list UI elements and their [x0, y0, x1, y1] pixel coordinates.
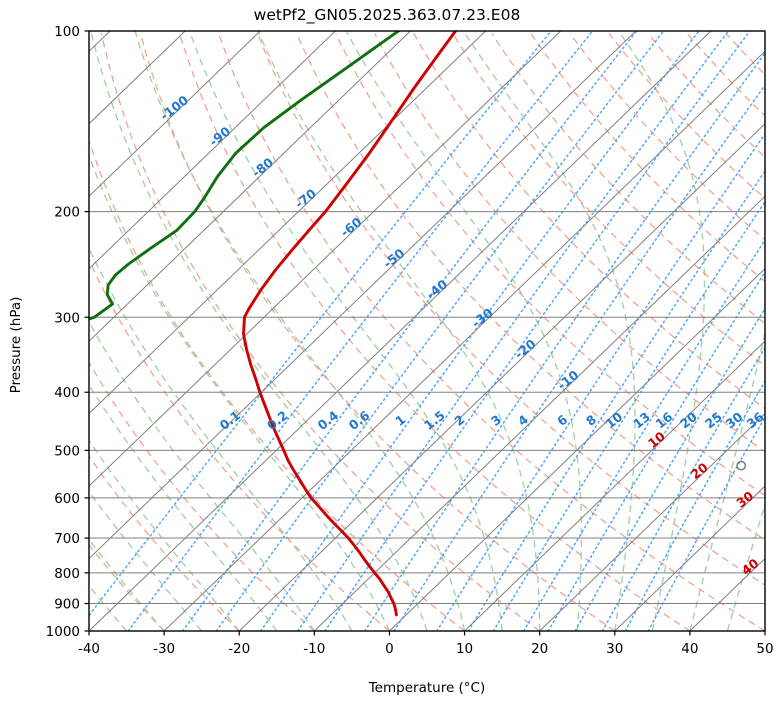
isotherm-line — [313, 195, 765, 631]
mixing-ratio-line — [547, 270, 765, 631]
x-tick-label: 0 — [385, 641, 394, 657]
dry-adiabat-line — [89, 138, 465, 631]
mixing-ratio-line — [492, 200, 765, 631]
x-tick-label: 20 — [531, 641, 548, 657]
dry-adiabat-line — [178, 33, 691, 631]
isotherm-line — [89, 31, 411, 342]
mixing-ratio-line — [364, 51, 765, 631]
moist-adiabat-line — [188, 31, 503, 631]
isotherm-line — [89, 31, 336, 270]
isobar-lines — [89, 31, 765, 631]
moist-adiabat-line — [89, 246, 353, 631]
mixing-ratio-lines — [89, 31, 765, 631]
dry-adiabat-line — [89, 258, 390, 631]
x-tick-label: 40 — [681, 641, 698, 657]
x-axis-ticks: -40 -30 -20 -10 0 10 20 30 40 50 — [78, 631, 774, 657]
y-tick-label: 1000 — [46, 624, 80, 640]
mixing-ratio-line — [647, 415, 765, 631]
mixing-ratio-line — [127, 31, 594, 631]
mixing-ratio-line — [393, 83, 765, 631]
y-tick-label: 200 — [54, 205, 80, 221]
y-tick-label: 400 — [54, 385, 80, 401]
dry-adiabat-line — [452, 33, 765, 367]
mixing-ratio-line — [215, 31, 665, 631]
moist-adiabat-line — [462, 31, 636, 631]
dry-adiabat-line — [530, 33, 765, 283]
isotherm-lines — [89, 31, 765, 631]
y-tick-label: 300 — [54, 310, 80, 326]
isotherm-line — [163, 50, 765, 631]
mixing-ratio-line — [324, 31, 751, 631]
isotherm-line — [464, 340, 765, 631]
profile-line-temperature — [242, 31, 457, 617]
isotherm-line — [89, 31, 261, 197]
x-tick-label: -10 — [303, 641, 325, 657]
x-tick-label: 50 — [756, 641, 773, 657]
x-tick-label: 10 — [456, 641, 473, 657]
isotherm-line — [89, 31, 637, 560]
parcel-marker-group — [736, 460, 747, 471]
mixing-ratio-line — [260, 31, 700, 631]
isotherm-line — [539, 412, 765, 631]
mixing-ratio-line — [89, 31, 552, 617]
mixing-ratio-line — [467, 169, 765, 631]
dry-adiabat-line — [257, 33, 765, 586]
moist-adiabat-line — [90, 31, 428, 631]
x-tick-label: -20 — [228, 641, 250, 657]
y-tick-label: 100 — [54, 24, 80, 40]
mixing-ratio-line — [297, 31, 730, 631]
sounding-profiles — [89, 31, 457, 617]
plot-area-background — [89, 31, 765, 631]
y-tick-label: 900 — [54, 597, 80, 613]
y-tick-label: 700 — [54, 531, 80, 547]
mixing-ratio-line — [574, 307, 765, 631]
x-tick-label: -40 — [78, 641, 100, 657]
isotherm-line — [89, 31, 562, 487]
moist-adiabat-line — [257, 31, 541, 631]
mixing-ratio-line — [436, 132, 765, 631]
mixing-ratio-label: 36 — [744, 409, 767, 432]
dry-adiabat-line — [296, 33, 765, 541]
dry-adiabat-line — [374, 33, 765, 453]
moist-adiabat-line — [89, 383, 278, 631]
y-tick-label: 500 — [54, 443, 80, 459]
dry-adiabat-line — [89, 454, 240, 631]
isotherm-line — [614, 485, 765, 631]
page-title: wetPf2_GN05.2025.363.07.23.E08 — [254, 6, 521, 25]
dry-adiabat-line — [139, 33, 616, 631]
isotherm-line — [89, 31, 486, 415]
mixing-ratio-line — [523, 238, 765, 631]
x-tick-label: -30 — [153, 641, 175, 657]
isotherm-line — [89, 31, 712, 631]
isotherm-line — [389, 267, 765, 631]
profile-line-dewpoint — [89, 31, 400, 321]
moist-adiabat-line — [689, 329, 765, 631]
y-tick-label: 600 — [54, 491, 80, 507]
y-axis-ticks: 100 200 300 400 500 600 700 800 900 1000 — [46, 24, 89, 640]
x-axis-label: Temperature (°C) — [368, 680, 486, 696]
parcel-marker — [736, 460, 747, 471]
dry-adiabat-line — [608, 33, 765, 200]
x-tick-label: 30 — [606, 641, 623, 657]
y-axis-label: Pressure (hPa) — [8, 297, 24, 394]
moist-adiabat-line — [618, 31, 706, 631]
dry-adiabat-line — [100, 33, 541, 631]
moist-adiabat-line — [89, 439, 240, 631]
moist-adiabat-lines — [89, 31, 765, 631]
mixing-ratio-line — [181, 31, 638, 631]
moist-adiabat-line — [134, 31, 466, 631]
y-tick-label: 800 — [54, 566, 80, 582]
plot-frame — [88, 30, 766, 632]
moist-adiabat-line — [345, 31, 583, 631]
moist-adiabat-line — [89, 320, 315, 631]
